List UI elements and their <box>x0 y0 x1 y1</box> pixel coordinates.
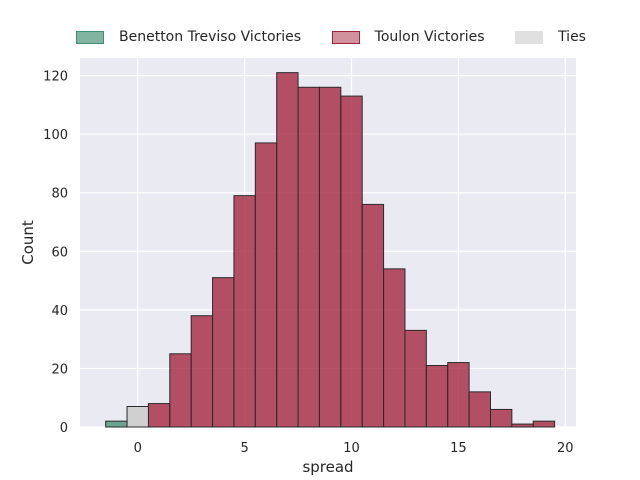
y-tick-label: 80 <box>51 187 68 202</box>
y-tick-label: 120 <box>43 70 68 85</box>
histogram-bar-ties <box>126 406 149 428</box>
legend: Benetton Treviso Victories Toulon Victor… <box>76 26 586 48</box>
legend-swatch-benetton <box>76 30 104 44</box>
y-axis-label: Count <box>19 220 37 265</box>
x-tick-label: 0 <box>134 441 142 456</box>
histogram-bar-toulon <box>254 142 278 428</box>
histogram-bar-toulon <box>212 277 235 428</box>
legend-swatch-toulon <box>331 30 360 44</box>
x-tick-label: 15 <box>450 441 467 456</box>
histogram-bar-toulon <box>447 362 470 428</box>
x-tick-label: 10 <box>343 441 360 456</box>
x-axis-label: spread <box>302 458 353 476</box>
legend-entry-ties: Ties <box>515 29 586 45</box>
y-tick-label: 40 <box>51 304 68 319</box>
histogram-bar-toulon <box>425 365 449 428</box>
legend-label-toulon: Toulon Victories <box>374 29 485 45</box>
y-tick-label: 20 <box>51 362 68 377</box>
histogram-bar-toulon <box>511 423 534 428</box>
histogram-bar-toulon <box>489 408 513 428</box>
legend-swatch-ties <box>515 30 544 44</box>
histogram-bar-toulon <box>361 203 385 428</box>
histogram-bar-toulon <box>468 391 491 428</box>
histogram-bar-toulon <box>340 95 363 428</box>
histogram-bars <box>105 72 556 428</box>
y-tick-label: 0 <box>60 421 68 436</box>
y-tick-label: 100 <box>43 128 68 143</box>
tick-labels: 0 5 10 15 20 0 20 40 60 80 100 120 <box>43 70 573 456</box>
legend-entry-benetton: Benetton Treviso Victories <box>76 29 301 45</box>
histogram-bar-toulon <box>532 420 556 428</box>
x-tick-label: 5 <box>240 441 248 456</box>
legend-label-ties: Ties <box>558 29 586 45</box>
y-tick-label: 60 <box>51 245 68 260</box>
histogram-bar-toulon <box>276 72 299 428</box>
histogram-bar-toulon <box>404 329 427 428</box>
histogram-bar-benetton <box>105 420 128 428</box>
histogram-bar-toulon <box>383 268 406 428</box>
histogram-bar-toulon <box>169 353 192 428</box>
legend-entry-toulon: Toulon Victories <box>331 29 485 45</box>
histogram-bar-toulon <box>297 86 320 428</box>
x-tick-label: 20 <box>557 441 574 456</box>
histogram-bar-toulon <box>147 403 171 428</box>
histogram-bar-toulon <box>190 315 214 428</box>
histogram-bar-toulon <box>318 86 342 428</box>
histogram-bar-toulon <box>233 195 256 428</box>
legend-label-benetton: Benetton Treviso Victories <box>119 29 302 45</box>
